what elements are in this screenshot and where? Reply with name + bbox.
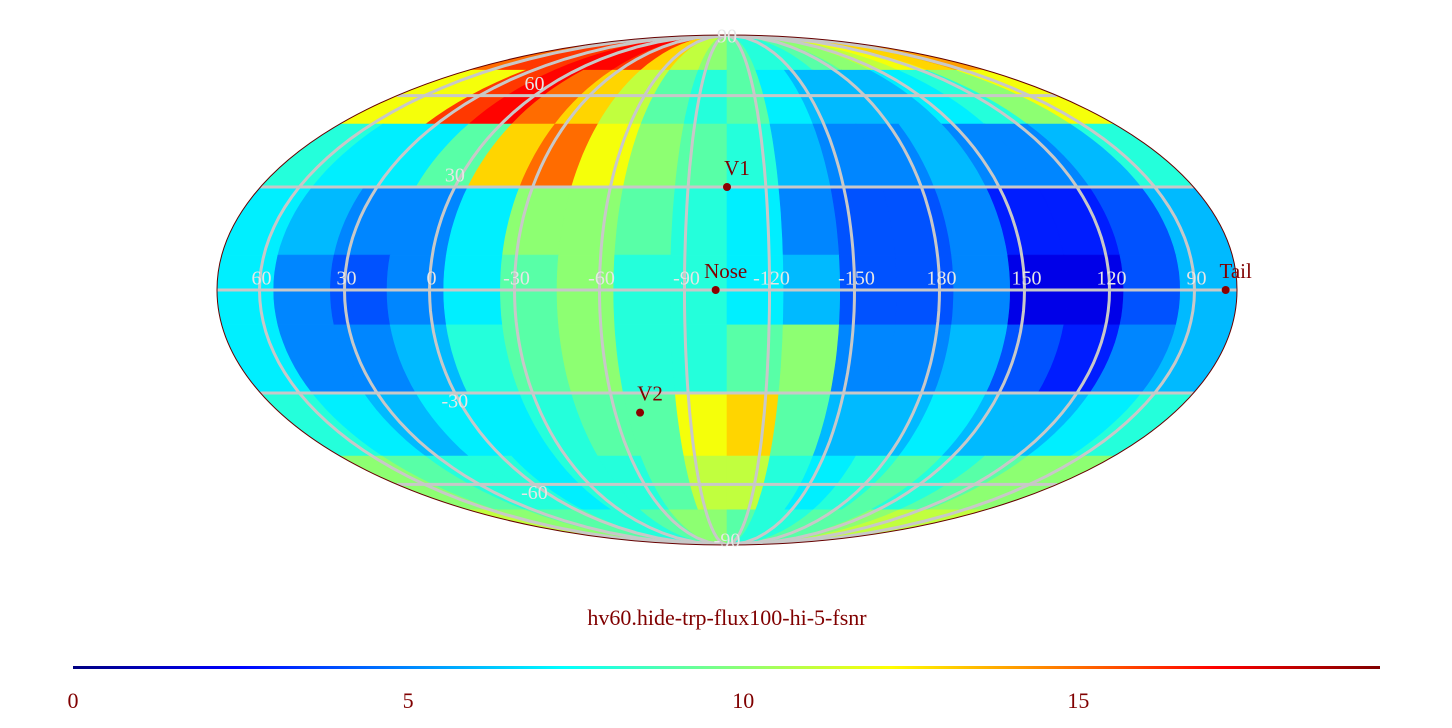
lon-tick-label: -120 — [753, 268, 790, 290]
colorbar-tick-label: 10 — [732, 688, 754, 713]
point-marker — [723, 182, 731, 191]
colorbar-scale — [73, 666, 1380, 669]
point-label: Tail — [1219, 259, 1252, 283]
labels: 60 30 0 -30 -60 -90 -120 -150 180 150 120 90 90 60 30 -… — [252, 26, 1253, 552]
lon-tick-label: 90 — [1187, 268, 1207, 290]
lon-tick-label: 180 — [927, 268, 957, 290]
lon-tick-label: -30 — [503, 268, 530, 290]
lon-tick-label: 60 — [252, 268, 272, 290]
lon-tick-label: 120 — [1097, 268, 1127, 290]
point-marker — [711, 286, 720, 294]
point-label: V2 — [637, 381, 663, 405]
lon-tick-label: -90 — [673, 268, 700, 290]
map-cell — [674, 392, 728, 457]
map-cell — [674, 123, 728, 188]
map-cell — [778, 186, 840, 256]
point-label: Nose — [704, 259, 747, 283]
lon-tick-label: -150 — [838, 268, 875, 290]
map-cell — [778, 324, 840, 394]
chart-title: hv60.hide-trp-flux100-hi-5-fsnr — [587, 605, 867, 630]
point-marker — [636, 408, 645, 417]
map-cell — [670, 186, 728, 256]
lat-tick-label: 30 — [445, 165, 465, 187]
point-marker — [1221, 286, 1230, 294]
lat-tick-label: 90 — [717, 26, 737, 48]
map-cell — [726, 186, 784, 256]
colorbar-tick-label: 15 — [1067, 688, 1089, 713]
colorbar: 0 5 10 15 — [68, 666, 1380, 713]
map-outline — [216, 34, 1238, 546]
lat-tick-label: -30 — [442, 391, 469, 413]
point-label: V1 — [724, 156, 750, 180]
colorbar-tick-label: 5 — [403, 688, 414, 713]
colorbar-tick-label: 0 — [68, 688, 79, 713]
map-cell — [726, 324, 784, 394]
lat-tick-label: -90 — [714, 530, 741, 552]
lon-tick-label: 30 — [337, 268, 357, 290]
lat-tick-label: -60 — [521, 482, 548, 504]
lon-tick-label: -60 — [588, 268, 615, 290]
lon-tick-label: 0 — [427, 268, 437, 290]
map-cell — [670, 324, 728, 394]
lat-tick-label: 60 — [524, 73, 544, 95]
map-cell — [614, 186, 676, 256]
map-cell — [726, 392, 780, 457]
lon-tick-label: 150 — [1012, 268, 1042, 290]
